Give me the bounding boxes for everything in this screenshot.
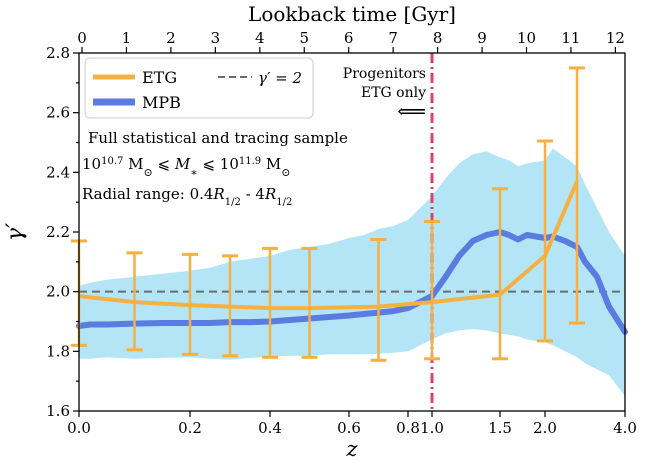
y-tick-label: 1.8 — [46, 342, 70, 360]
top-tick-label: 11 — [561, 29, 580, 47]
legend-label-mpb: MPB — [142, 93, 181, 112]
legend-label-reference: γ′ = 2 — [258, 69, 302, 87]
ticks-layer: 0.0 0.2 0.4 0.6 0.8 1.0 1.5 2.0 4.00 1 2 3 4 5 6 7 8 9 10 1… — [46, 29, 637, 437]
top-tick-label: 12 — [606, 29, 625, 47]
top-tick-label: 10 — [517, 29, 536, 47]
top-tick-label: 9 — [477, 29, 487, 47]
reference-lines-layer — [79, 53, 625, 411]
etg-line — [78, 180, 579, 311]
mpb-band — [79, 148, 625, 397]
top-tick-label: 8 — [433, 29, 443, 47]
y-tick-label: 1.6 — [46, 402, 70, 420]
legend-box — [84, 57, 314, 119]
y-axis-label: γ′ — [3, 223, 28, 241]
x-tick-label: 1.0 — [420, 419, 444, 437]
x-tick-label: 2.0 — [533, 419, 557, 437]
top-tick-label: 5 — [299, 29, 309, 47]
top-tick-label: 4 — [255, 29, 265, 47]
top-tick-label: 7 — [388, 29, 398, 47]
x-tick-label: 0.2 — [178, 419, 202, 437]
mass-range: 1010.7 M⊙ ⩽ M∗ ⩽ 1011.9 M⊙ — [82, 155, 291, 179]
y-tick-label: 2.2 — [46, 223, 70, 241]
y-tick-label: 2.4 — [46, 163, 70, 181]
x-tick-label: 0.8 — [396, 419, 420, 437]
top-tick-label: 1 — [122, 29, 132, 47]
sample-description: Full statistical and tracing sample — [88, 129, 348, 147]
annotation-etg-only: ETG only — [361, 85, 426, 101]
x-tick-label: 4.0 — [613, 419, 637, 437]
top-tick-label: 6 — [344, 29, 354, 47]
legend: ETG MPB γ′ = 2 — [84, 57, 314, 119]
x-axis-label: z — [345, 437, 358, 461]
y-tick-label: 2.6 — [46, 104, 70, 122]
radial-range: Radial range: 0.4R1/2 - 4R1/2 — [82, 185, 292, 208]
top-tick-label: 3 — [211, 29, 221, 47]
top-axis-label: Lookback time [Gyr] — [248, 2, 456, 26]
y-tick-label: 2.0 — [46, 283, 70, 301]
top-tick-label: 0 — [77, 29, 87, 47]
annotation-arrow: ⟸ — [397, 99, 426, 123]
top-tick-label: 2 — [166, 29, 176, 47]
x-tick-label: 0.4 — [258, 419, 282, 437]
legend-label-etg: ETG — [142, 68, 177, 87]
annotation-progenitors: Progenitors — [343, 66, 426, 82]
x-tick-label: 0.0 — [67, 419, 91, 437]
mpb-scatter-band-layer — [79, 148, 625, 397]
y-tick-label: 2.8 — [46, 44, 70, 62]
x-tick-label: 0.6 — [337, 419, 361, 437]
series-layer — [71, 66, 628, 362]
x-tick-label: 1.5 — [488, 419, 512, 437]
